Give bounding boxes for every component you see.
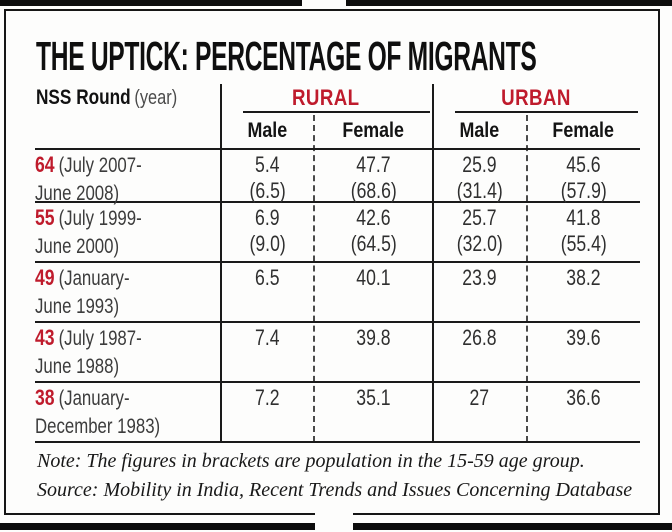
- note-text: Note: The figures in brackets are popula…: [37, 450, 585, 472]
- cell-rural-female: 35.1: [356, 385, 391, 410]
- period-line1: (July 1987-: [58, 327, 142, 350]
- cell-rural-male: 6.9 (9.0): [249, 205, 286, 256]
- row-rule: [35, 441, 640, 443]
- dashed-divider-urban: [526, 115, 528, 442]
- header-nss-round: NSS Round (year): [36, 86, 208, 110]
- subheader-urban-male: Male: [459, 119, 500, 142]
- period-line1: (July 2007-: [58, 154, 142, 177]
- cell-rural-male: 7.2: [255, 385, 280, 410]
- bottom-rule-left: [0, 523, 315, 530]
- subheader-urban-female: Female: [552, 119, 615, 142]
- cell-rural-female: 42.6 (64.5): [350, 205, 397, 256]
- round-number: 64: [35, 152, 55, 177]
- period-line2: June 2008): [35, 182, 120, 205]
- column-divider-urban: [432, 84, 434, 442]
- cell-urban-male: 25.9 (31.4): [456, 152, 503, 203]
- period-line2: December 1983): [35, 415, 161, 438]
- period-line2: June 2000): [35, 235, 120, 258]
- cell-rural-male: 5.4 (6.5): [249, 152, 286, 203]
- cell-urban-male: 26.8: [462, 325, 497, 350]
- row-rule: [35, 148, 640, 150]
- cell-rural-female: 47.7 (68.6): [350, 152, 397, 203]
- period-line2: June 1993): [35, 295, 120, 318]
- row-label: 38 (January- December 1983): [35, 385, 220, 442]
- round-number: 55: [35, 205, 55, 230]
- subheader-row: Male Female Male Female: [35, 119, 640, 143]
- cell-rural-female: 40.1: [356, 265, 391, 290]
- top-rule-right: [346, 0, 672, 6]
- row-rule: [35, 381, 640, 383]
- bottom-rule-right: [353, 523, 672, 530]
- cell-rural-male: 7.4: [255, 325, 280, 350]
- top-rule-left: [0, 0, 302, 6]
- row-label: 64 (July 2007- June 2008): [35, 152, 220, 209]
- table-row-43: 43 (July 1987- June 1988) 7.4 39.8 26.8 3…: [35, 325, 640, 382]
- period-line2: June 1988): [35, 355, 120, 378]
- row-label: 43 (July 1987- June 1988): [35, 325, 220, 382]
- row-rule: [35, 201, 640, 203]
- cell-rural-male: 6.5: [255, 265, 280, 290]
- cell-urban-male: 27: [469, 385, 490, 410]
- period-line1: (January-: [58, 387, 130, 410]
- year-label: (year): [134, 87, 178, 109]
- cell-urban-female: 38.2: [566, 265, 601, 290]
- header-urban: URBAN: [501, 85, 571, 110]
- table-row-55: 55 (July 1999- June 2000) 6.9 (9.0) 42.6 (6…: [35, 205, 640, 262]
- round-number: 38: [35, 385, 55, 410]
- subheader-rural-female: Female: [342, 119, 405, 142]
- period-line1: (July 1999-: [58, 207, 142, 230]
- subheader-spacer: [35, 119, 220, 143]
- row-rule: [35, 261, 640, 263]
- round-number: 43: [35, 325, 55, 350]
- table-row-38: 38 (January- December 1983) 7.2 35.1 27 3…: [35, 385, 640, 442]
- rural-underline: [243, 111, 430, 113]
- urban-underline: [455, 111, 638, 113]
- table-row-49: 49 (January- June 1993) 6.5 40.1 23.9 38.…: [35, 265, 640, 322]
- dashed-divider-rural: [313, 115, 315, 442]
- source-text: Source: Mobility in India, Recent Trends…: [37, 479, 633, 501]
- period-line1: (January-: [58, 267, 130, 290]
- row-label: 55 (July 1999- June 2000): [35, 205, 220, 262]
- frame-bottom-gap: [315, 513, 353, 521]
- cell-urban-female: 45.6 (57.9): [560, 152, 607, 203]
- cell-urban-male: 23.9: [462, 265, 497, 290]
- column-divider-rural: [220, 84, 222, 442]
- row-label: 49 (January- June 1993): [35, 265, 220, 322]
- round-number: 49: [35, 265, 55, 290]
- cell-rural-female: 39.8: [356, 325, 391, 350]
- cell-urban-female: 36.6: [566, 385, 601, 410]
- subheader-rural-male: Male: [247, 119, 288, 142]
- row-rule: [35, 321, 640, 323]
- header-rural: RURAL: [291, 85, 360, 110]
- cell-urban-male: 25.7 (32.0): [456, 205, 503, 256]
- nss-round-label: NSS Round: [36, 86, 131, 109]
- table-row-64: 64 (July 2007- June 2008) 5.4 (6.5) 47.7 (6…: [35, 152, 640, 209]
- cell-urban-female: 41.8 (55.4): [560, 205, 607, 256]
- page-title: THE UPTICK: PERCENTAGE OF MIGRANTS: [36, 33, 537, 79]
- cell-urban-female: 39.6: [566, 325, 601, 350]
